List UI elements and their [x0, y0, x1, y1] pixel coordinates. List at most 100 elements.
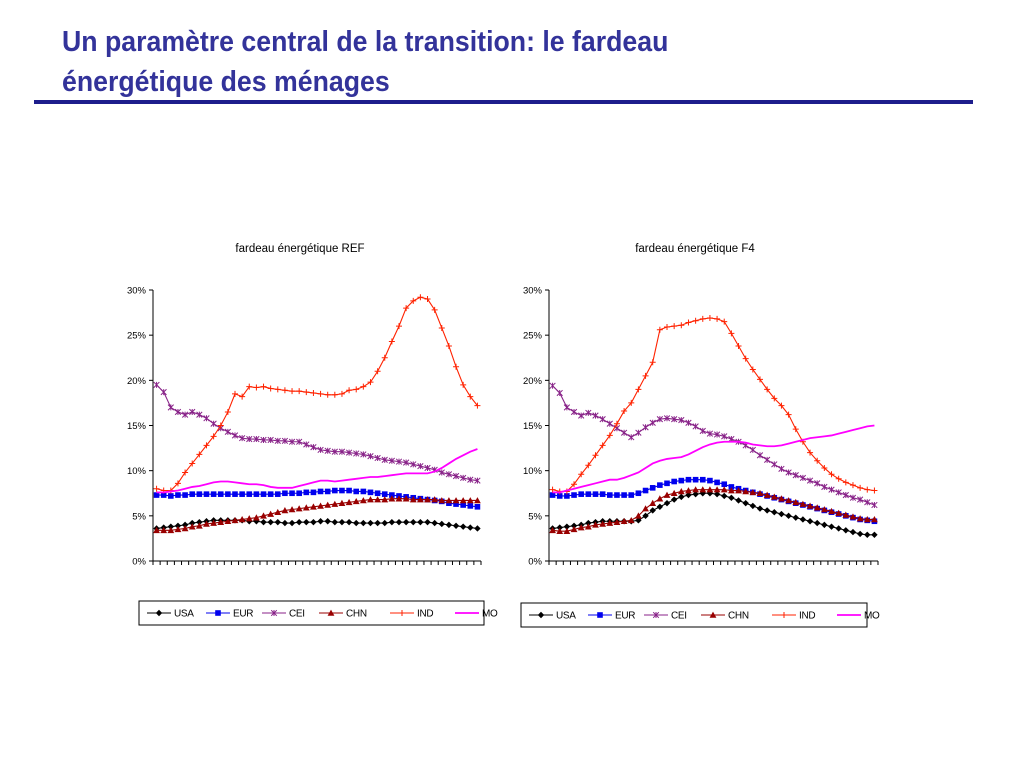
data-point-ind — [417, 294, 424, 301]
data-point-chn — [749, 488, 757, 496]
series-line-ind — [156, 296, 478, 492]
data-point-eur — [239, 491, 245, 497]
data-point-usa — [814, 519, 821, 527]
data-point-ind — [671, 323, 678, 330]
data-point-ind — [642, 372, 649, 379]
data-point-chn — [656, 495, 664, 502]
legend-item-chn: CHN — [319, 609, 367, 620]
data-point-ind — [549, 486, 556, 493]
data-point-ind — [706, 315, 713, 322]
data-point-chn — [317, 502, 324, 509]
data-point-eur — [564, 493, 570, 499]
data-point-ind — [778, 402, 785, 409]
data-point-ind — [367, 379, 374, 386]
legend-marker-eur — [215, 610, 221, 616]
data-point-eur — [232, 491, 238, 497]
data-point-usa — [303, 518, 310, 526]
series-mo — [552, 424, 875, 494]
legend-label: CHN — [728, 611, 749, 622]
data-point-eur — [721, 481, 728, 488]
data-point-eur — [714, 479, 720, 486]
legend-label: USA — [174, 609, 194, 620]
data-point-chn — [699, 486, 707, 493]
data-point-usa — [467, 524, 474, 531]
data-point-ind — [174, 480, 181, 487]
data-point-usa — [295, 518, 303, 526]
data-point-chn — [302, 504, 310, 511]
data-point-chn — [720, 486, 728, 493]
data-point-chn — [813, 504, 821, 511]
data-point-usa — [431, 519, 438, 527]
data-point-ind — [649, 359, 656, 366]
legend-marker-eur — [597, 612, 603, 618]
data-point-ind — [742, 355, 749, 362]
legend-marker-ind — [781, 612, 787, 618]
data-point-ind — [210, 433, 217, 440]
series-eur — [549, 476, 878, 525]
data-point-cei — [181, 411, 189, 418]
data-point-cei — [331, 448, 338, 455]
data-point-chn — [367, 496, 374, 503]
data-point-ind — [814, 457, 821, 464]
series-ind — [153, 294, 481, 494]
data-point-eur — [599, 491, 606, 497]
data-point-ind — [445, 343, 452, 350]
data-point-cei — [706, 430, 714, 437]
data-point-chn — [252, 514, 260, 521]
data-point-ind — [678, 322, 685, 329]
data-point-usa — [374, 519, 381, 527]
data-point-eur — [346, 487, 352, 494]
data-point-eur — [585, 491, 592, 497]
data-point-chn — [756, 489, 764, 497]
data-point-ind — [374, 368, 381, 375]
data-point-ind — [289, 388, 296, 395]
data-point-eur — [153, 492, 160, 498]
data-point-cei — [424, 464, 431, 472]
y-tick-label: 30% — [523, 286, 543, 297]
data-point-chn — [402, 495, 410, 502]
data-point-usa — [713, 490, 721, 498]
series-cei — [153, 381, 481, 484]
data-point-usa — [685, 491, 692, 499]
y-tick-label: 0% — [132, 557, 146, 568]
data-point-cei — [288, 438, 296, 445]
data-point-cei — [620, 429, 628, 436]
series-line-cei — [552, 385, 875, 506]
data-point-chn — [416, 496, 424, 503]
data-point-eur — [460, 502, 466, 508]
data-point-usa — [345, 518, 353, 526]
data-point-usa — [381, 519, 388, 527]
y-tick-label: 15% — [127, 421, 147, 432]
data-point-chn — [770, 493, 778, 500]
data-point-ind — [714, 315, 721, 322]
data-point-cei — [303, 441, 310, 448]
data-point-chn — [742, 488, 750, 495]
legend-label: CEI — [671, 611, 687, 622]
data-point-chn — [856, 515, 864, 522]
data-point-ind — [599, 442, 606, 449]
y-tick-label: 20% — [127, 376, 147, 387]
data-point-chn — [649, 499, 657, 506]
data-point-chn — [778, 495, 785, 502]
data-point-usa — [763, 507, 771, 514]
data-point-chn — [677, 488, 685, 495]
data-point-cei — [467, 476, 474, 483]
data-point-chn — [613, 518, 621, 525]
legend-item-cei: CEI — [644, 611, 687, 622]
data-point-ind — [196, 451, 203, 458]
data-point-ind — [267, 385, 274, 392]
data-point-usa — [395, 518, 403, 526]
data-point-eur — [389, 492, 395, 498]
data-point-usa — [678, 493, 685, 501]
data-point-ind — [403, 305, 410, 312]
y-tick-label: 30% — [127, 286, 147, 297]
slide-title: Un paramètre central de la transition: l… — [62, 22, 890, 102]
legend: USA EUR CEI CHN IND MO — [138, 600, 498, 626]
data-point-eur — [246, 491, 253, 497]
data-point-cei — [578, 412, 585, 419]
data-point-usa — [692, 490, 699, 498]
data-point-usa — [317, 518, 324, 525]
data-point-chn — [842, 511, 850, 518]
data-point-usa — [360, 519, 367, 527]
